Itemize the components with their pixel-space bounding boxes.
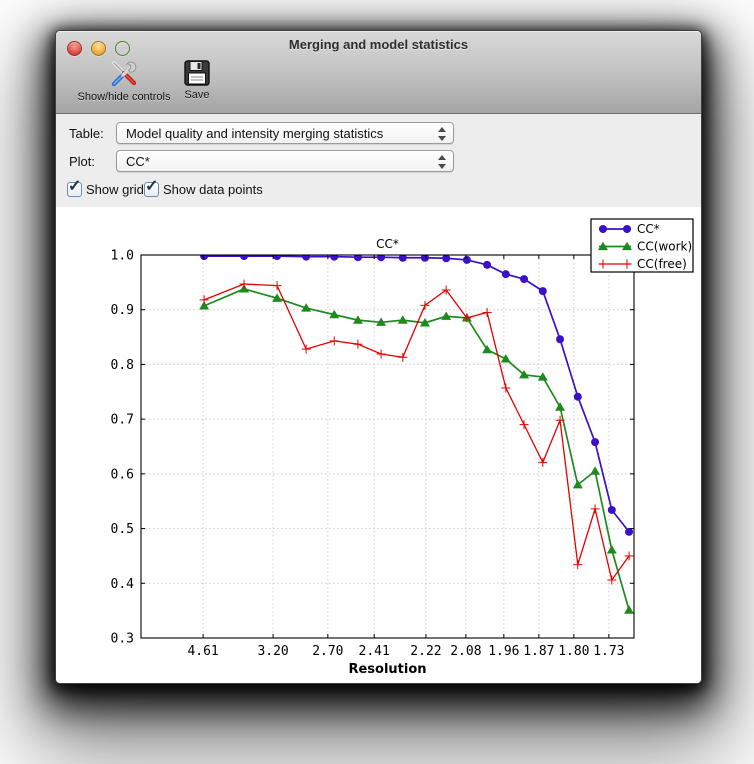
svg-text:CC*: CC* — [637, 222, 660, 236]
close-button[interactable] — [67, 41, 82, 56]
show-data-points-label: Show data points — [163, 182, 263, 197]
show-data-points-checkbox[interactable]: ✓ — [144, 178, 159, 197]
save-label: Save — [184, 89, 210, 101]
svg-text:3.20: 3.20 — [257, 644, 288, 659]
svg-text:Resolution: Resolution — [348, 662, 426, 677]
svg-text:0.8: 0.8 — [111, 358, 134, 373]
show-hide-controls-button[interactable]: Show/hide controls — [66, 59, 182, 103]
app-window: Merging and model statistics Show/hide c… — [55, 30, 702, 684]
svg-text:0.6: 0.6 — [111, 467, 134, 482]
svg-text:1.87: 1.87 — [523, 644, 554, 659]
window-title: Merging and model statistics — [288, 37, 469, 52]
controls-panel: Table: Model quality and intensity mergi… — [56, 114, 701, 207]
checkmark-icon: ✓ — [68, 178, 82, 195]
titlebar-toolbar: Merging and model statistics Show/hide c… — [56, 31, 701, 114]
save-button[interactable]: Save — [174, 59, 220, 101]
svg-text:0.4: 0.4 — [111, 577, 135, 592]
chart-area: 4.61 3.20 2.70 2.41 2.22 2.08 1.96 1.87 1.80 1.73… — [56, 207, 701, 683]
statistics-line-chart: 4.61 3.20 2.70 2.41 2.22 2.08 1.96 1.87 1.80 1.73… — [111, 218, 694, 677]
svg-text:4.61: 4.61 — [187, 644, 218, 659]
table-dropdown[interactable]: Model quality and intensity merging stat… — [116, 122, 454, 144]
window-controls — [67, 41, 130, 56]
svg-text:CC(work): CC(work) — [637, 240, 692, 254]
svg-text:2.08: 2.08 — [450, 644, 481, 659]
show-hide-controls-label: Show/hide controls — [77, 91, 171, 103]
svg-text:1.0: 1.0 — [111, 249, 134, 264]
svg-text:2.41: 2.41 — [359, 644, 390, 659]
table-dropdown-value: Model quality and intensity merging stat… — [126, 126, 384, 141]
svg-text:0.3: 0.3 — [111, 632, 134, 647]
stepper-arrows-icon — [438, 127, 446, 141]
svg-text:1.96: 1.96 — [488, 644, 519, 659]
svg-text:1.73: 1.73 — [593, 644, 624, 659]
checkmark-icon: ✓ — [145, 178, 159, 195]
show-grid-label: Show grid — [86, 182, 144, 197]
tools-icon — [111, 61, 137, 87]
plot-label: Plot: — [69, 154, 96, 169]
table-label: Table: — [69, 126, 104, 141]
svg-text:2.70: 2.70 — [312, 644, 343, 659]
svg-text:0.5: 0.5 — [111, 522, 134, 537]
show-grid-checkbox[interactable]: ✓ — [67, 178, 82, 197]
svg-text:1.80: 1.80 — [558, 644, 589, 659]
plot-dropdown-value: CC* — [126, 154, 150, 169]
minimize-button[interactable] — [91, 41, 106, 56]
zoom-button[interactable] — [115, 41, 130, 56]
plot-dropdown[interactable]: CC* — [116, 150, 454, 172]
svg-text:0.7: 0.7 — [111, 413, 134, 428]
svg-text:CC(free): CC(free) — [637, 257, 687, 271]
svg-text:CC*: CC* — [376, 237, 399, 251]
save-floppy-icon — [184, 60, 210, 86]
svg-text:0.9: 0.9 — [111, 303, 134, 318]
stepper-arrows-icon — [438, 155, 446, 169]
svg-text:2.22: 2.22 — [410, 644, 441, 659]
